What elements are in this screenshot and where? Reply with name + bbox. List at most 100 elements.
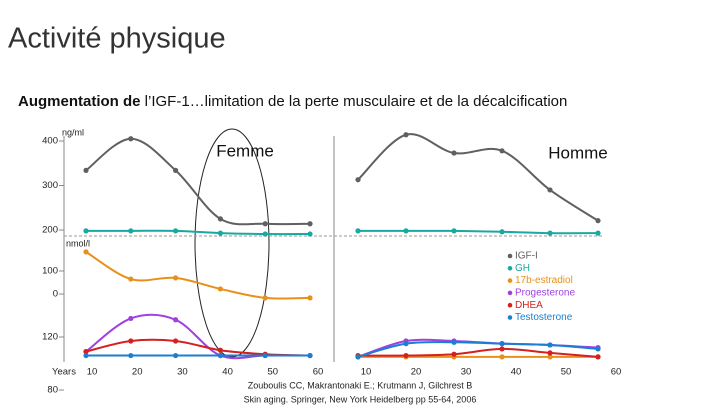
legend-marker	[507, 315, 513, 320]
legend-label: DHEA	[515, 300, 543, 311]
data-point	[451, 339, 457, 345]
legend-marker	[507, 266, 513, 271]
legend-label: Progesterone	[515, 288, 575, 299]
x-tick-label: 60	[313, 367, 324, 378]
data-point	[217, 286, 223, 292]
slide-title: Activité physique	[8, 23, 226, 55]
data-point	[262, 221, 268, 227]
data-point	[217, 216, 223, 222]
x-axis-label: Years	[52, 367, 76, 378]
data-point	[128, 228, 134, 234]
data-point	[451, 228, 457, 234]
data-point	[173, 338, 179, 344]
x-tick-label: 60	[611, 367, 622, 378]
data-point	[547, 342, 553, 348]
data-point	[173, 275, 179, 281]
data-point	[595, 354, 601, 360]
data-point	[128, 276, 134, 282]
y-tick-label: 80	[47, 385, 58, 396]
highlight-ellipse	[194, 128, 270, 358]
data-point	[595, 346, 601, 352]
data-point	[307, 352, 313, 359]
series-line	[357, 347, 599, 358]
x-tick-label: 10	[87, 367, 98, 378]
data-point	[128, 136, 134, 142]
data-point	[262, 295, 268, 301]
data-point	[595, 218, 601, 224]
data-point	[83, 249, 89, 255]
series-line	[85, 251, 311, 300]
citation: Zouboulis CC, Makrantonaki E.; Krutmann …	[248, 380, 473, 390]
x-tick-label: 40	[511, 367, 522, 378]
y-tick-label: 0	[53, 289, 58, 300]
data-point	[403, 352, 409, 359]
data-point	[499, 341, 505, 347]
data-point	[217, 347, 223, 353]
legend-marker	[507, 278, 513, 283]
x-tick-label: 20	[132, 367, 143, 378]
data-point	[128, 338, 134, 344]
data-point	[173, 352, 179, 359]
data-point	[262, 231, 268, 237]
data-point	[173, 228, 179, 234]
panel-title: Homme	[548, 143, 608, 162]
data-point	[83, 348, 89, 355]
data-point	[403, 132, 409, 138]
data-point	[217, 230, 223, 236]
series-line	[85, 229, 311, 236]
subtitle: Augmentation de l’IGF-1…limitation de la…	[18, 93, 567, 110]
panel-title: Femme	[216, 141, 274, 160]
legend-label: Testosterone	[515, 312, 573, 323]
legend-label: 17b-estradiol	[515, 275, 573, 286]
legend-marker	[507, 253, 513, 259]
y-tick-label: 400	[42, 136, 58, 147]
data-point	[173, 167, 179, 173]
citation: Skin aging. Springer, New York Heidelber…	[244, 394, 477, 404]
data-point	[403, 341, 409, 347]
data-point	[547, 350, 553, 356]
axis-unit: ng/ml	[62, 127, 84, 137]
data-point	[355, 228, 361, 234]
data-point	[403, 228, 409, 234]
data-point	[547, 230, 553, 236]
data-point	[262, 352, 268, 359]
x-tick-label: 40	[222, 367, 233, 378]
subtitle-bold: Augmentation de	[18, 93, 141, 110]
x-tick-label: 20	[411, 367, 422, 378]
data-point	[355, 177, 361, 183]
legend-marker	[507, 290, 513, 296]
y-tick-label: 100	[42, 266, 58, 277]
series-line	[357, 229, 599, 235]
x-tick-label: 10	[361, 367, 372, 378]
y-tick-label: 300	[42, 180, 58, 191]
data-point	[307, 295, 313, 301]
data-point	[173, 317, 179, 323]
data-point	[595, 230, 601, 236]
x-tick-label: 30	[461, 367, 472, 378]
series-line	[85, 313, 310, 360]
x-tick-label: 30	[177, 367, 188, 378]
data-point	[307, 231, 313, 237]
axis-unit: nmol/l	[66, 238, 90, 248]
data-point	[128, 352, 134, 359]
subtitle-rest: l’IGF-1…limitation de la perte musculair…	[145, 93, 568, 110]
data-point	[499, 148, 505, 154]
data-point	[451, 150, 457, 156]
x-tick-label: 50	[268, 367, 279, 378]
data-point	[499, 346, 505, 352]
data-point	[451, 351, 457, 357]
data-point	[83, 228, 89, 234]
series-line	[357, 341, 599, 358]
data-point	[499, 229, 505, 235]
series-line	[85, 338, 311, 357]
series-line	[85, 137, 311, 226]
series-line	[357, 133, 599, 222]
legend-label: GH	[515, 263, 530, 274]
data-point	[217, 352, 223, 359]
data-point	[307, 221, 313, 227]
data-point	[547, 187, 553, 193]
data-point	[499, 354, 505, 360]
data-point	[128, 315, 134, 322]
y-tick-label: 120	[42, 332, 58, 343]
